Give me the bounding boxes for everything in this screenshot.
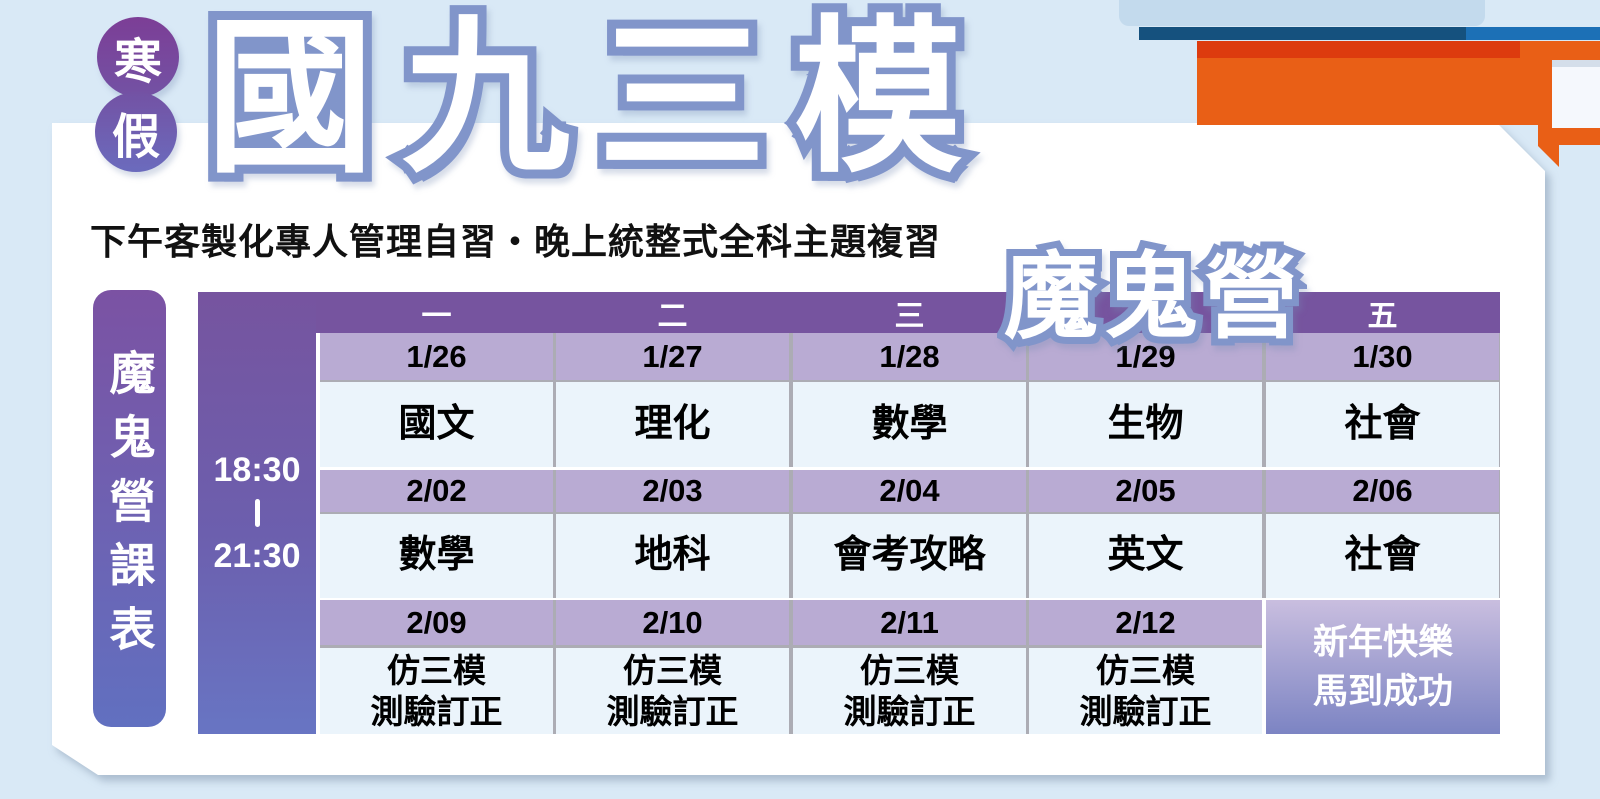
day-header-fri: 五: [1367, 299, 1398, 333]
special-cell-holiday: 新年快樂 馬到成功: [1262, 600, 1500, 734]
date-cell: 2/11: [793, 600, 1026, 645]
day-header-wed: 三: [894, 299, 925, 333]
date-cell: 2/03: [556, 470, 789, 512]
deco-orange-dark-strip: [1197, 41, 1520, 58]
deco-inset-strip: [1552, 60, 1600, 67]
time-end: 21:30: [213, 537, 301, 575]
schedule-sidebar: 魔鬼營課表: [93, 290, 166, 727]
badge-char-top: 寒: [113, 36, 162, 89]
date-cell: 2/10: [556, 600, 789, 645]
subject-cell: 數學: [793, 382, 1026, 467]
day-header-thu: 四: [1130, 299, 1161, 333]
day-header-tue: 二: [657, 299, 688, 333]
subject-cell: 國文: [320, 382, 553, 467]
subject-cell: 生物: [1029, 382, 1262, 467]
time-column: 18:30 21:30: [198, 292, 316, 734]
day-header-mon: 一: [421, 299, 452, 333]
date-cell: 2/05: [1029, 470, 1262, 512]
winter-badge-top: 寒: [97, 17, 179, 97]
subject-cell: 地科: [556, 514, 789, 598]
date-cell: 2/04: [793, 470, 1026, 512]
deco-inset-card: [1552, 60, 1600, 128]
time-start: 18:30: [213, 451, 301, 489]
main-card: 下午客製化專人管理自習・晚上統整式全科主題複習 魔鬼營課表 一 二 三 四 五 …: [52, 123, 1545, 775]
subject-cell: 數學: [320, 514, 553, 598]
row-divider: [320, 467, 1500, 470]
subject-cell: 仿三模 測驗訂正: [320, 648, 553, 734]
date-cell: 1/27: [556, 333, 789, 380]
subject-cell: 理化: [556, 382, 789, 467]
subject-cell: 仿三模 測驗訂正: [556, 648, 789, 734]
date-cell: 1/29: [1029, 333, 1262, 380]
subject-cell: 仿三模 測驗訂正: [793, 648, 1026, 734]
subtitle: 下午客製化專人管理自習・晚上統整式全科主題複習: [90, 221, 942, 262]
time-divider: [254, 499, 260, 527]
date-cell: 2/12: [1029, 600, 1262, 645]
deco-blue-bar: [1466, 27, 1600, 40]
subject-cell: 英文: [1029, 514, 1262, 598]
subject-cell: 社會: [1266, 514, 1499, 598]
date-cell: 2/02: [320, 470, 553, 512]
subject-cell: 社會: [1266, 382, 1499, 467]
schedule-table: 一 二 三 四 五 1/26 1/27 1/28 1/29 1/30 國文 理化…: [198, 292, 1500, 734]
date-cell: 2/06: [1266, 470, 1499, 512]
deco-navy-bar: [1139, 27, 1466, 40]
date-cell: 1/26: [320, 333, 553, 380]
deco-lightblue-tab: [1119, 0, 1485, 26]
subject-cell: 仿三模 測驗訂正: [1029, 648, 1262, 734]
date-cell: 1/30: [1266, 333, 1499, 380]
row-divider: [320, 598, 1500, 600]
main-card-wrap: 下午客製化專人管理自習・晚上統整式全科主題複習 魔鬼營課表 一 二 三 四 五 …: [52, 123, 1545, 775]
date-cell: 1/28: [793, 333, 1026, 380]
table-header-row: 一 二 三 四 五: [198, 292, 1500, 333]
subject-cell: 會考攻略: [793, 514, 1026, 598]
date-cell: 2/09: [320, 600, 553, 645]
schedule-sidebar-label: 魔鬼營課表: [103, 348, 156, 669]
